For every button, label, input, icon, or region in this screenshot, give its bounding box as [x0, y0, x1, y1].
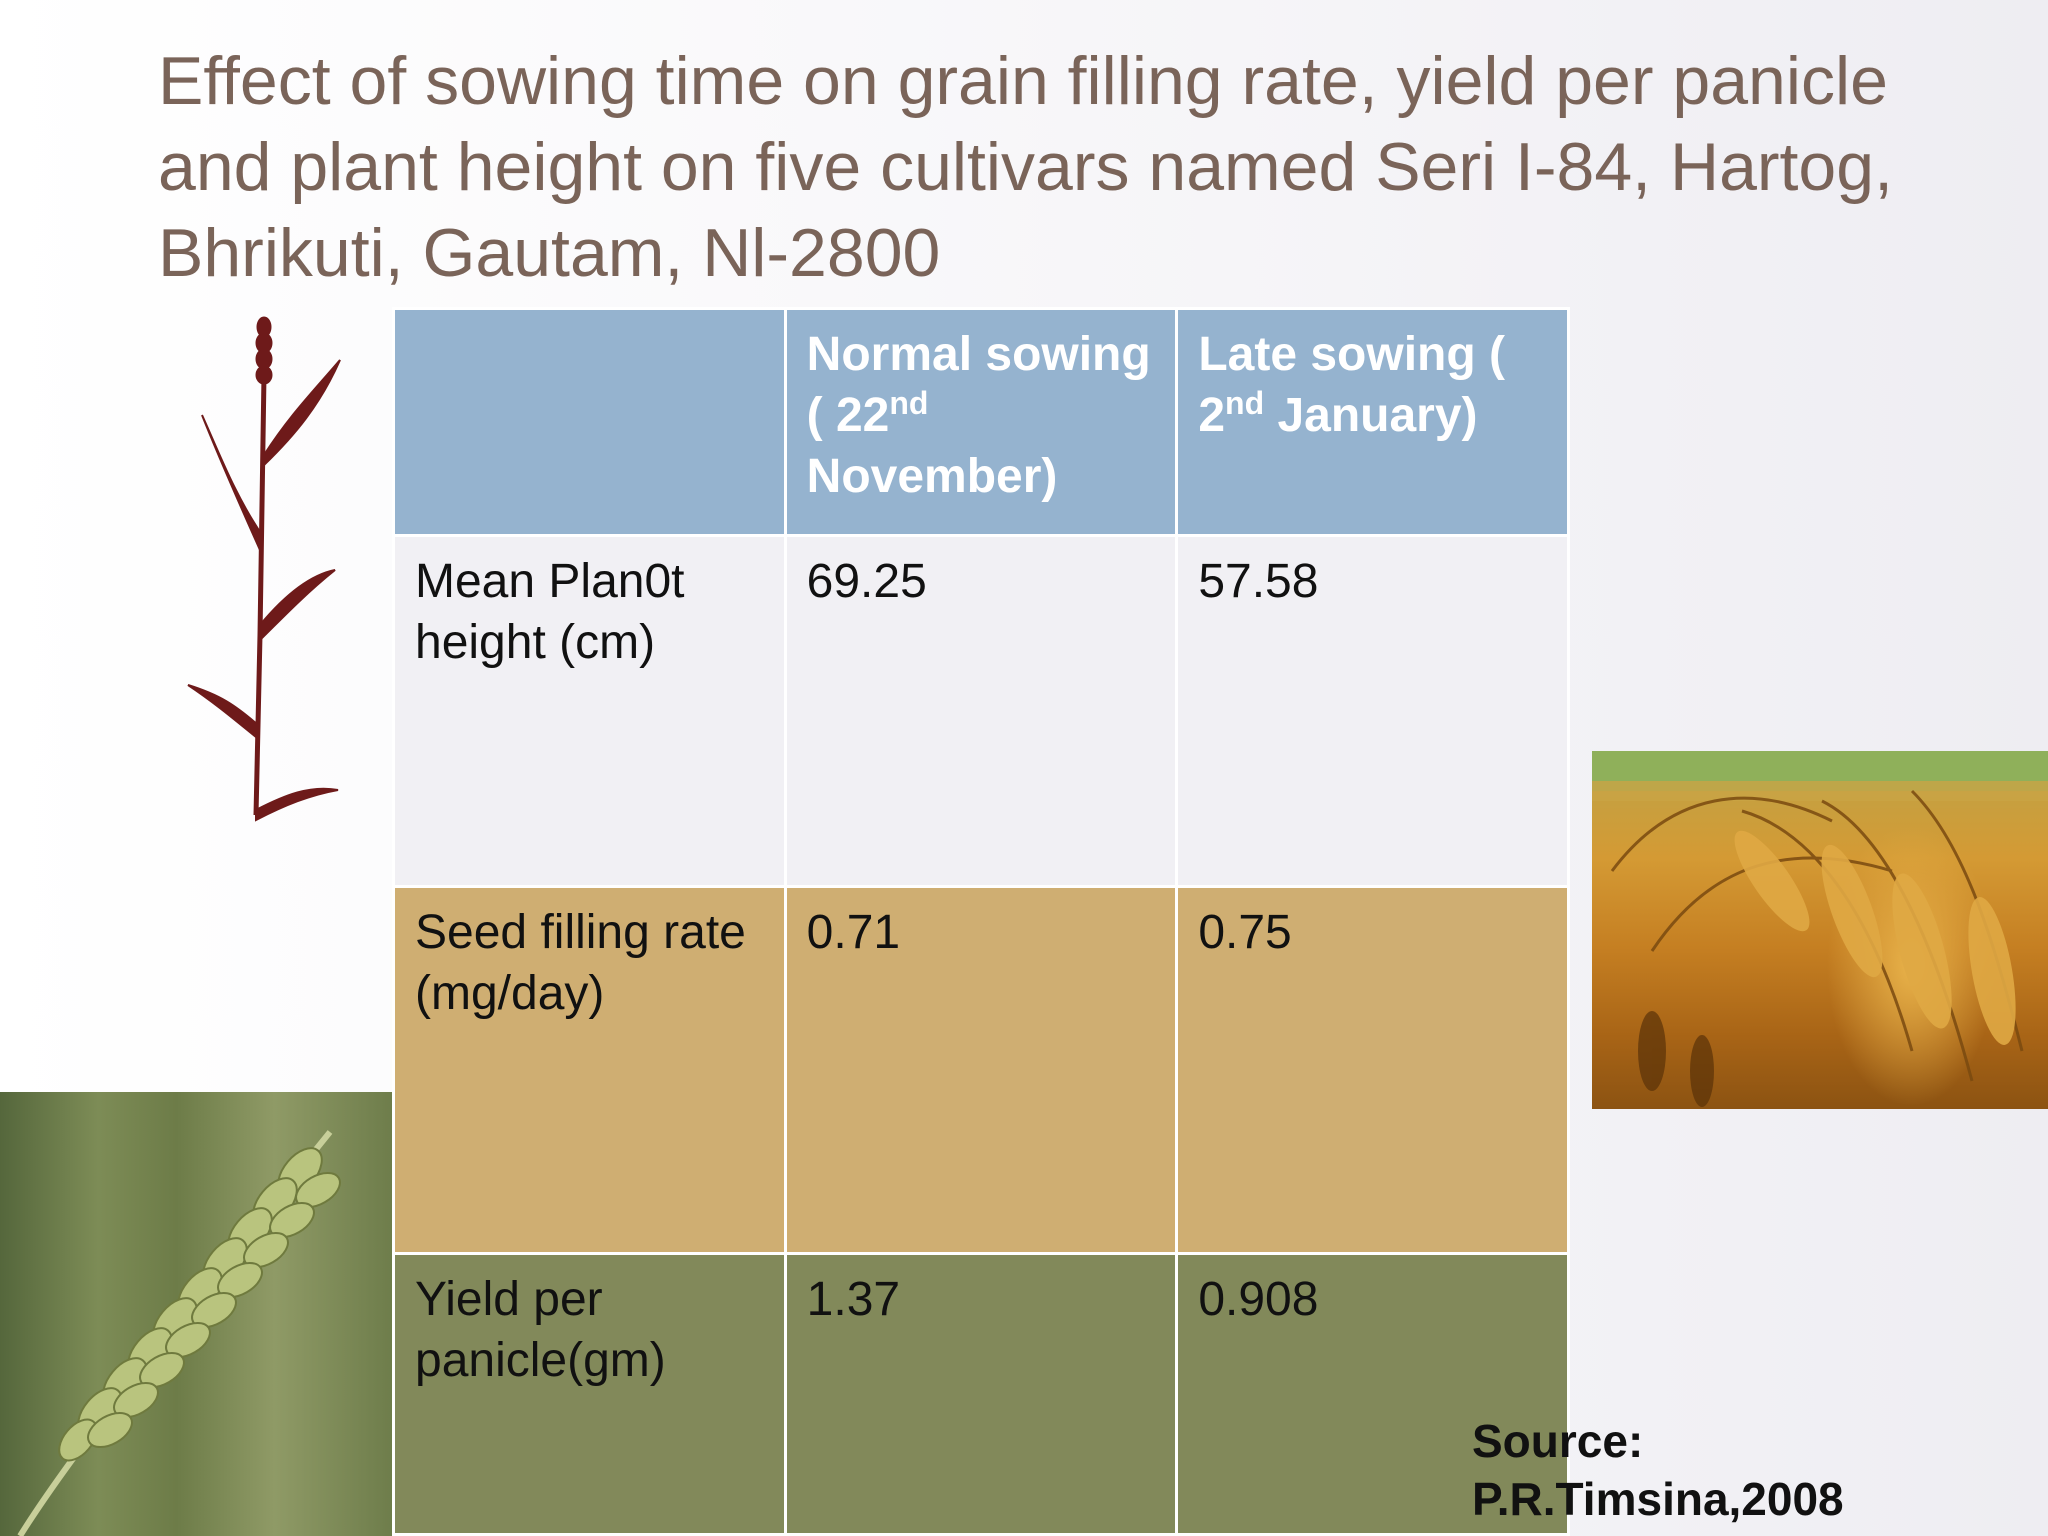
header-late-sowing: Late sowing ( 2nd January) [1175, 307, 1570, 537]
cell-normal-seed-filling: 0.71 [783, 885, 1179, 1255]
cell-late-yield: 0.908 [1175, 1252, 1570, 1536]
slide-title: Effect of sowing time on grain filling r… [158, 43, 1893, 291]
table-header-row: Normal sowing ( 22nd November) Late sowi… [392, 307, 1570, 537]
header-late-text: Late sowing ( 2 [1198, 328, 1505, 442]
golden-wheat-field-photo [1592, 751, 2048, 1109]
row-label-plant-height: Mean Plan0t height (cm) [392, 534, 787, 888]
header-normal-sup: nd [889, 385, 929, 421]
table-row: Seed filling rate (mg/day) 0.71 0.75 [392, 885, 1570, 1255]
header-late-text-end: January) [1264, 389, 1478, 442]
cell-normal-plant-height: 69.25 [783, 534, 1179, 888]
header-normal-text: Normal sowing ( 22 [806, 328, 1151, 442]
sowing-time-table: Normal sowing ( 22nd November) Late sowi… [392, 307, 1570, 1536]
row-label-yield: Yield per panicle(gm) [392, 1252, 787, 1536]
wheat-field-drawing [1592, 751, 2048, 1107]
wheat-ear-drawing [17, 1130, 341, 1536]
table-row: Yield per panicle(gm) 1.37 0.908 [392, 1252, 1570, 1536]
table-row: Mean Plan0t height (cm) 69.25 57.58 [392, 534, 1570, 888]
source-label: Source: [1472, 1415, 1644, 1467]
header-empty-cell [392, 307, 787, 537]
row-label-seed-filling: Seed filling rate (mg/day) [392, 885, 787, 1255]
green-wheat-ear-photo [0, 1092, 392, 1536]
data-table-container: Normal sowing ( 22nd November) Late sowi… [392, 307, 1570, 1536]
header-normal-text-end: November) [806, 450, 1058, 503]
cell-late-seed-filling: 0.75 [1175, 885, 1570, 1255]
source-citation: Source: P.R.Timsina,2008 [1472, 1412, 1844, 1528]
cell-late-plant-height: 57.58 [1175, 534, 1570, 888]
source-reference: P.R.Timsina,2008 [1472, 1473, 1844, 1525]
header-late-sup: nd [1225, 385, 1265, 421]
cell-normal-yield: 1.37 [783, 1252, 1179, 1536]
wheat-plant-icon [187, 316, 341, 822]
header-normal-sowing: Normal sowing ( 22nd November) [783, 307, 1179, 537]
